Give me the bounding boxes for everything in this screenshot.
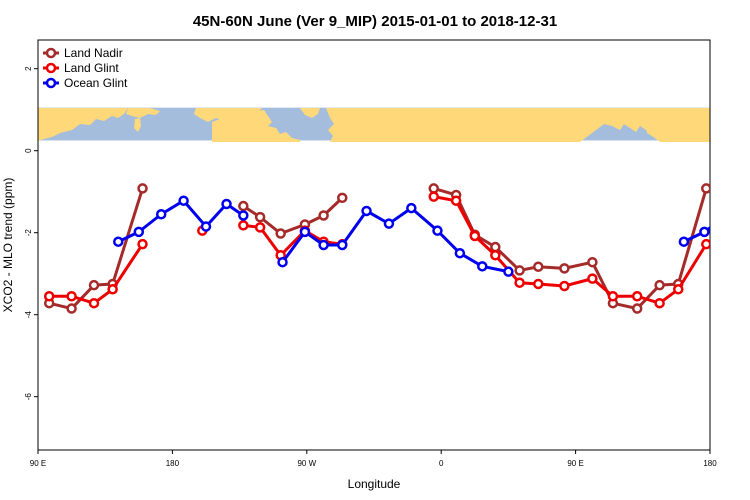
land-nadir-point	[701, 183, 710, 194]
ocean-glint-point	[725, 210, 733, 218]
land-glint-point	[254, 222, 266, 233]
ocean-glint-point	[337, 239, 348, 251]
map-land-siberia	[126, 108, 160, 118]
legend-label-ocean-glint: Ocean Glint	[64, 76, 128, 90]
ocean-glint-point	[299, 226, 311, 238]
ocean-glint-point	[477, 261, 488, 272]
land-glint-point	[469, 230, 481, 242]
land-nadir-point	[66, 303, 77, 314]
land-glint-point	[654, 297, 665, 309]
y-tick-label: -6	[24, 393, 33, 401]
land-nadir-point	[88, 279, 100, 291]
land-glint-point	[631, 291, 643, 302]
land-nadir-point	[631, 303, 643, 314]
ocean-glint-point	[221, 198, 232, 210]
map-land-north-america	[212, 110, 300, 142]
land-nadir-line	[433, 186, 708, 311]
land-glint-point	[137, 238, 148, 250]
land-nadir-point	[654, 279, 665, 291]
land-glint-point	[514, 277, 525, 288]
land-nadir-point	[254, 211, 266, 223]
ocean-glint-point	[699, 226, 710, 238]
ocean-glint-point	[406, 202, 417, 214]
y-tick-label: 2	[24, 66, 33, 71]
legend-label-land-nadir: Land Nadir	[64, 46, 123, 60]
y-tick-label: -2	[24, 229, 33, 237]
y-tick-label: 0	[24, 148, 33, 153]
ocean-glint-point	[200, 221, 212, 232]
y-axis-label: XCO2 - MLO trend (ppm)	[1, 178, 15, 313]
ocean-glint-point	[277, 256, 288, 268]
land-glint-line	[433, 195, 708, 305]
land-glint-point	[66, 291, 77, 302]
ocean-glint-point	[155, 209, 167, 220]
land-glint-point	[607, 291, 619, 302]
ocean-glint-point	[383, 218, 395, 229]
land-nadir-point	[559, 263, 570, 274]
land-nadir-point	[337, 192, 348, 204]
land-nadir-point	[428, 183, 439, 194]
x-tick-label: 90 E	[567, 459, 583, 468]
land-glint-point	[450, 195, 462, 206]
x-tick-label: 180	[166, 459, 180, 468]
y-tick-label: -4	[24, 311, 33, 319]
land-glint-point	[701, 238, 710, 250]
ocean-glint-point	[432, 225, 443, 236]
map-land-kamchatka	[134, 118, 141, 132]
ocean-glint-point	[318, 239, 329, 251]
land-glint-point	[673, 284, 684, 295]
legend-marker-land-nadir	[45, 47, 57, 59]
land-nadir-point	[318, 210, 329, 221]
land-nadir-point	[587, 256, 598, 268]
land-glint-point	[43, 291, 55, 302]
map-land-asia-west	[38, 108, 128, 141]
x-tick-label: 90 W	[297, 459, 316, 468]
legend-label-land-glint: Land Glint	[64, 61, 119, 75]
x-axis: 90 E 180 90 W 0 90 E 180	[30, 450, 717, 468]
x-tick-label: 90 E	[30, 459, 46, 468]
x-tick-label: 180	[703, 459, 717, 468]
ocean-glint-point	[454, 247, 466, 259]
land-glint-point	[587, 273, 598, 284]
ocean-glint-point	[113, 236, 124, 247]
series-land-glint	[43, 191, 710, 309]
y-axis: 2 0 -2 -4 -6	[24, 66, 38, 400]
land-nadir-point	[514, 265, 525, 276]
ocean-glint-point	[238, 210, 249, 221]
ocean-glint-point	[678, 236, 690, 247]
land-glint-point	[107, 284, 118, 295]
map-land-kamchatka-east	[646, 122, 656, 136]
legend-marker-land-glint	[45, 62, 57, 74]
land-glint-point	[238, 220, 249, 231]
land-nadir-point	[533, 261, 544, 272]
ocean-glint-point	[503, 266, 514, 277]
series-ocean-glint	[113, 195, 733, 277]
land-glint-line	[49, 243, 144, 305]
land-nadir-point	[238, 200, 249, 212]
x-axis-label: Longitude	[348, 477, 401, 491]
land-nadir-point	[490, 241, 501, 253]
ocean-glint-point	[133, 226, 145, 238]
map-land-europe-asia	[326, 108, 710, 142]
legend-marker-ocean-glint	[45, 77, 57, 89]
ocean-glint-point	[361, 205, 372, 217]
land-nadir-point	[275, 228, 286, 239]
map-land-alaska	[194, 108, 262, 122]
land-glint-point	[490, 250, 501, 261]
land-glint-point	[559, 280, 570, 292]
land-nadir-line	[48, 187, 144, 311]
x-tick-label: 0	[439, 459, 444, 468]
land-glint-point	[88, 297, 100, 309]
map-land-greenland	[300, 108, 320, 118]
series-layer	[43, 183, 733, 314]
land-glint-point	[533, 278, 544, 290]
chart-title: 45N-60N June (Ver 9_MIP) 2015-01-01 to 2…	[193, 13, 557, 30]
world-map-strip	[38, 107, 710, 142]
ocean-glint-point	[178, 195, 189, 206]
land-nadir-point	[137, 183, 148, 194]
land-glint-point	[428, 191, 439, 202]
